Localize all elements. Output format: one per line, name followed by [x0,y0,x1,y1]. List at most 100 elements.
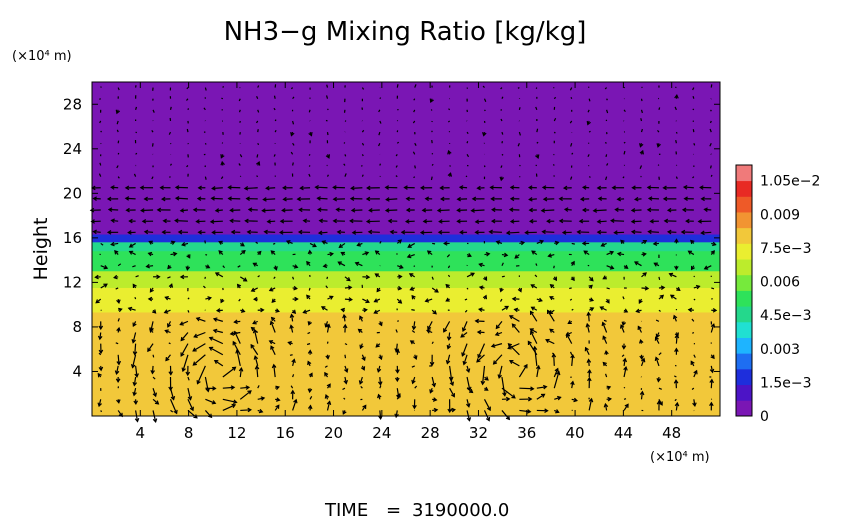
velocity-vector [100,283,108,289]
vector-arrowhead [639,338,644,344]
vector-arrowhead [365,219,371,224]
vector-arrowhead [445,297,450,302]
velocity-vector [289,354,293,356]
field-band-6 [92,312,720,417]
vector-arrowhead [639,390,645,396]
vector-arrowhead [680,229,686,235]
vector-arrowhead [257,250,262,256]
velocity-vector [152,109,155,113]
vector-arrowhead [133,400,139,406]
vector-arrowhead [282,196,287,202]
vector-arrowhead [397,299,403,304]
vector-arrowhead [326,323,331,329]
vector-arrowhead [281,207,286,213]
velocity-vector [132,332,137,343]
vector-arrowhead [181,242,186,247]
vector-arrowhead [450,393,456,398]
vector-arrowhead [212,328,218,334]
vector-arrowhead [460,333,465,338]
velocity-vector [134,296,137,300]
vector-arrowhead [337,261,342,266]
velocity-vector [270,345,276,356]
vector-arrowhead [156,207,162,213]
vector-arrowhead [642,272,647,277]
vector-arrowhead [653,262,658,267]
vector-arrowhead [709,368,715,374]
vector-arrowhead [622,357,628,363]
velocity-vector [342,387,346,391]
vector-arrowhead [282,185,287,191]
velocity-vector [500,87,503,90]
vector-arrowhead [432,397,438,402]
vector-arrowhead [586,311,591,317]
velocity-vector [98,352,102,356]
velocity-vector [186,98,189,101]
velocity-vector [569,120,573,124]
velocity-vector [553,117,557,122]
vector-arrowhead [349,218,354,224]
velocity-vector [603,319,607,322]
vector-arrowhead [195,316,201,322]
colorbar-tick-label: 0.003 [760,342,800,358]
vector-arrowhead [690,265,695,271]
velocity-vector [675,139,677,144]
vector-arrowhead [128,218,133,224]
vector-arrowhead [524,230,529,235]
velocity-vector [292,162,294,166]
velocity-vector [517,143,520,147]
vector-arrowhead [196,196,202,201]
velocity-vector [587,312,590,322]
velocity-vector [623,141,626,144]
vector-arrowhead [273,266,278,271]
velocity-vector [238,298,241,302]
vector-arrowhead [411,379,416,385]
velocity-vector [692,129,695,133]
velocity-vector [710,324,715,333]
velocity-vector [378,109,381,113]
velocity-vector [343,397,346,400]
velocity-vector [693,275,696,278]
vector-arrowhead [213,359,219,365]
vector-arrowhead [357,328,363,333]
velocity-vector [135,152,138,155]
colorbar-segment [736,353,752,370]
vector-arrowhead [600,242,605,247]
vector-arrowhead [174,196,180,201]
vector-arrowhead [669,294,675,299]
velocity-vector [133,388,137,396]
vector-arrowhead [605,299,610,304]
velocity-vector [606,98,608,101]
vector-arrowhead [354,261,360,267]
velocity-vector [623,109,626,113]
colorbar-segment [736,400,752,417]
y-tick-label: 8 [72,318,82,336]
vector-arrowhead [411,294,416,300]
colorbar-tick-label: 7.5e−3 [760,241,812,257]
velocity-vector [620,324,625,333]
vector-arrowhead [494,331,500,337]
velocity-vector [187,309,190,313]
velocity-vector [414,84,417,88]
colorbar-segment [736,196,752,213]
vector-arrowhead [350,185,355,191]
velocity-vector [427,321,433,330]
vector-arrowhead [447,149,452,155]
velocity-vector [447,120,451,123]
vector-arrowhead [542,196,548,202]
vector-arrowhead [409,286,414,291]
vector-arrowhead [220,154,225,159]
vector-arrowhead [538,297,543,303]
vector-arrowhead [640,357,646,363]
velocity-vector [256,366,259,378]
vector-arrowhead [394,377,400,383]
vector-arrowhead [470,208,475,213]
velocity-vector [213,329,223,334]
vector-arrowhead [570,276,575,282]
vector-arrowhead [638,299,643,304]
velocity-vector [336,208,345,211]
velocity-vector [518,131,521,136]
vector-arrowhead [687,307,693,313]
x-tick-label: 36 [517,424,536,442]
velocity-vector [187,108,190,111]
vector-arrowhead [639,143,644,148]
